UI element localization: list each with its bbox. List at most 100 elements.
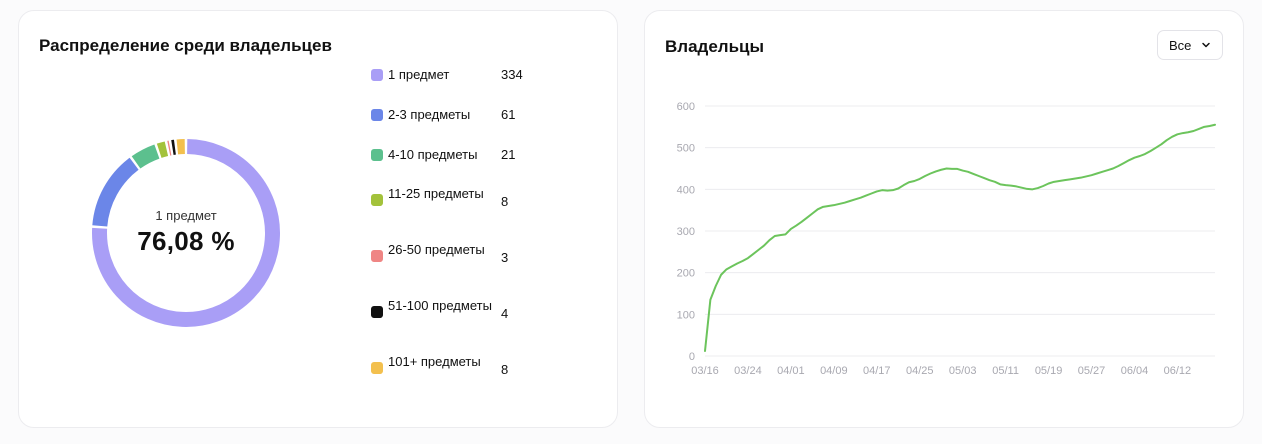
data-point[interactable] [928, 171, 932, 175]
data-point[interactable] [1164, 138, 1168, 142]
data-point[interactable] [982, 176, 986, 180]
data-point[interactable] [1202, 125, 1206, 129]
data-point[interactable] [1084, 174, 1088, 178]
data-point[interactable] [746, 256, 750, 260]
data-point[interactable] [799, 220, 803, 224]
data-point[interactable] [1073, 176, 1077, 180]
data-point[interactable] [885, 188, 889, 192]
data-point[interactable] [1105, 168, 1109, 172]
data-point[interactable] [1143, 152, 1147, 156]
data-point[interactable] [1116, 164, 1120, 168]
data-point[interactable] [896, 186, 900, 190]
data-point[interactable] [1062, 178, 1066, 182]
data-point[interactable] [778, 233, 782, 237]
data-point[interactable] [1127, 158, 1131, 162]
data-point[interactable] [708, 298, 712, 302]
data-point[interactable] [1041, 184, 1045, 188]
data-point[interactable] [1207, 124, 1211, 128]
data-point[interactable] [810, 211, 814, 215]
data-point[interactable] [789, 227, 793, 231]
data-point[interactable] [1148, 149, 1152, 153]
data-point[interactable] [1175, 132, 1179, 136]
data-point[interactable] [1138, 154, 1142, 158]
data-point[interactable] [950, 167, 954, 171]
data-point[interactable] [837, 202, 841, 206]
data-point[interactable] [816, 207, 820, 211]
data-point[interactable] [751, 252, 755, 256]
data-point[interactable] [1089, 173, 1093, 177]
data-point[interactable] [1095, 171, 1099, 175]
data-point[interactable] [864, 193, 868, 197]
data-point[interactable] [1170, 135, 1174, 139]
data-point[interactable] [1052, 180, 1056, 184]
period-select[interactable]: Все [1157, 30, 1223, 60]
data-point[interactable] [966, 170, 970, 174]
data-point[interactable] [735, 261, 739, 265]
data-point[interactable] [703, 349, 707, 353]
donut-slice-4[interactable] [156, 141, 169, 158]
data-point[interactable] [869, 191, 873, 195]
data-point[interactable] [724, 267, 728, 271]
data-point[interactable] [1068, 177, 1072, 181]
data-point[interactable] [934, 169, 938, 173]
data-point[interactable] [907, 180, 911, 184]
data-point[interactable] [1159, 142, 1163, 146]
data-point[interactable] [848, 199, 852, 203]
data-point[interactable] [826, 204, 830, 208]
data-point[interactable] [853, 197, 857, 201]
data-point[interactable] [1036, 186, 1040, 190]
data-point[interactable] [987, 178, 991, 182]
data-point[interactable] [1197, 127, 1201, 131]
data-point[interactable] [1003, 183, 1007, 187]
data-point[interactable] [998, 182, 1002, 186]
data-point[interactable] [960, 168, 964, 172]
data-point[interactable] [1213, 123, 1217, 127]
data-point[interactable] [719, 273, 723, 277]
data-point[interactable] [880, 188, 884, 192]
donut-slice-3[interactable] [131, 144, 160, 169]
data-point[interactable] [714, 284, 718, 288]
data-point[interactable] [923, 174, 927, 178]
data-point[interactable] [1111, 166, 1115, 170]
data-point[interactable] [1014, 184, 1018, 188]
data-point[interactable] [944, 166, 948, 170]
data-point[interactable] [891, 188, 895, 192]
donut-slice-2[interactable] [92, 157, 139, 227]
data-point[interactable] [1025, 187, 1029, 191]
data-point[interactable] [918, 177, 922, 181]
data-point[interactable] [740, 259, 744, 263]
data-point[interactable] [1057, 179, 1061, 183]
data-point[interactable] [1186, 130, 1190, 134]
data-point[interactable] [1132, 155, 1136, 159]
data-point[interactable] [875, 189, 879, 193]
data-point[interactable] [858, 195, 862, 199]
data-point[interactable] [767, 238, 771, 242]
data-point[interactable] [901, 183, 905, 187]
data-point[interactable] [977, 174, 981, 178]
data-point[interactable] [783, 232, 787, 236]
data-point[interactable] [993, 180, 997, 184]
data-point[interactable] [1181, 131, 1185, 135]
data-point[interactable] [805, 215, 809, 219]
data-point[interactable] [1100, 170, 1104, 174]
data-point[interactable] [832, 203, 836, 207]
data-point[interactable] [762, 243, 766, 247]
data-point[interactable] [1154, 145, 1158, 149]
data-point[interactable] [955, 167, 959, 171]
data-point[interactable] [1079, 175, 1083, 179]
data-point[interactable] [912, 179, 916, 183]
data-point[interactable] [1191, 129, 1195, 133]
data-point[interactable] [730, 264, 734, 268]
data-point[interactable] [1122, 161, 1126, 165]
data-point[interactable] [971, 172, 975, 176]
donut-slice-1[interactable] [92, 139, 280, 327]
data-point[interactable] [1046, 181, 1050, 185]
data-point[interactable] [821, 205, 825, 209]
data-point[interactable] [773, 234, 777, 238]
data-point[interactable] [1020, 185, 1024, 189]
data-point[interactable] [794, 223, 798, 227]
data-point[interactable] [1009, 183, 1013, 187]
data-point[interactable] [842, 200, 846, 204]
data-point[interactable] [1030, 187, 1034, 191]
data-point[interactable] [939, 168, 943, 172]
